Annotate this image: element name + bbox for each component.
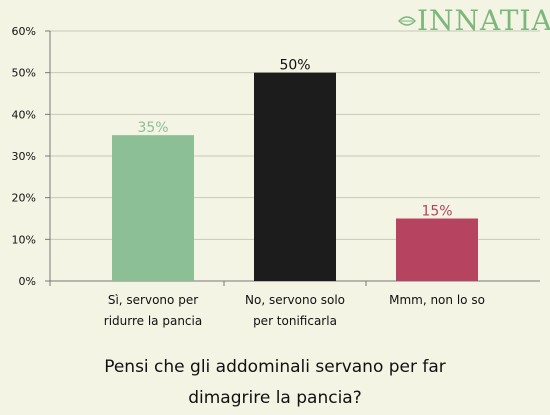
leaf-left-icon bbox=[398, 15, 416, 26]
x-category-label-line: per tonificarla bbox=[253, 314, 337, 328]
brand-name: INNATIA bbox=[417, 4, 550, 37]
chart-title-line: Pensi che gli addominali servano per far bbox=[104, 357, 446, 377]
y-tick-label: 0% bbox=[19, 275, 36, 288]
bar bbox=[254, 72, 336, 282]
innatia-logo: INNATIA bbox=[398, 4, 550, 37]
bar-value-label: 35% bbox=[137, 120, 168, 136]
bar bbox=[112, 135, 194, 281]
x-category-label-line: No, servono solo bbox=[245, 293, 345, 307]
y-tick-label: 50% bbox=[12, 67, 36, 80]
x-category-label: No, servono solo per tonificarla bbox=[230, 290, 360, 332]
y-tick-label: 20% bbox=[12, 192, 36, 205]
bar-value-label: 50% bbox=[279, 58, 310, 74]
chart-title: Pensi che gli addominali servano per far… bbox=[0, 352, 550, 414]
x-category-label: Sì, servono per ridurre la pancia bbox=[88, 290, 218, 332]
y-tick-label: 30% bbox=[12, 150, 36, 163]
x-category-label-line: Sì, servono per bbox=[107, 293, 199, 307]
y-tick-label: 40% bbox=[12, 108, 36, 121]
chart-title-line: dimagrire la pancia? bbox=[188, 388, 362, 408]
x-category-label: Mmm, non lo so bbox=[372, 290, 502, 311]
bar bbox=[396, 218, 478, 281]
x-category-label-line: Mmm, non lo so bbox=[389, 293, 485, 307]
y-tick-label: 60% bbox=[12, 25, 36, 38]
y-tick-label: 10% bbox=[12, 233, 36, 246]
x-category-label-line: ridurre la pancia bbox=[103, 314, 203, 328]
bar-value-label: 15% bbox=[421, 204, 452, 220]
